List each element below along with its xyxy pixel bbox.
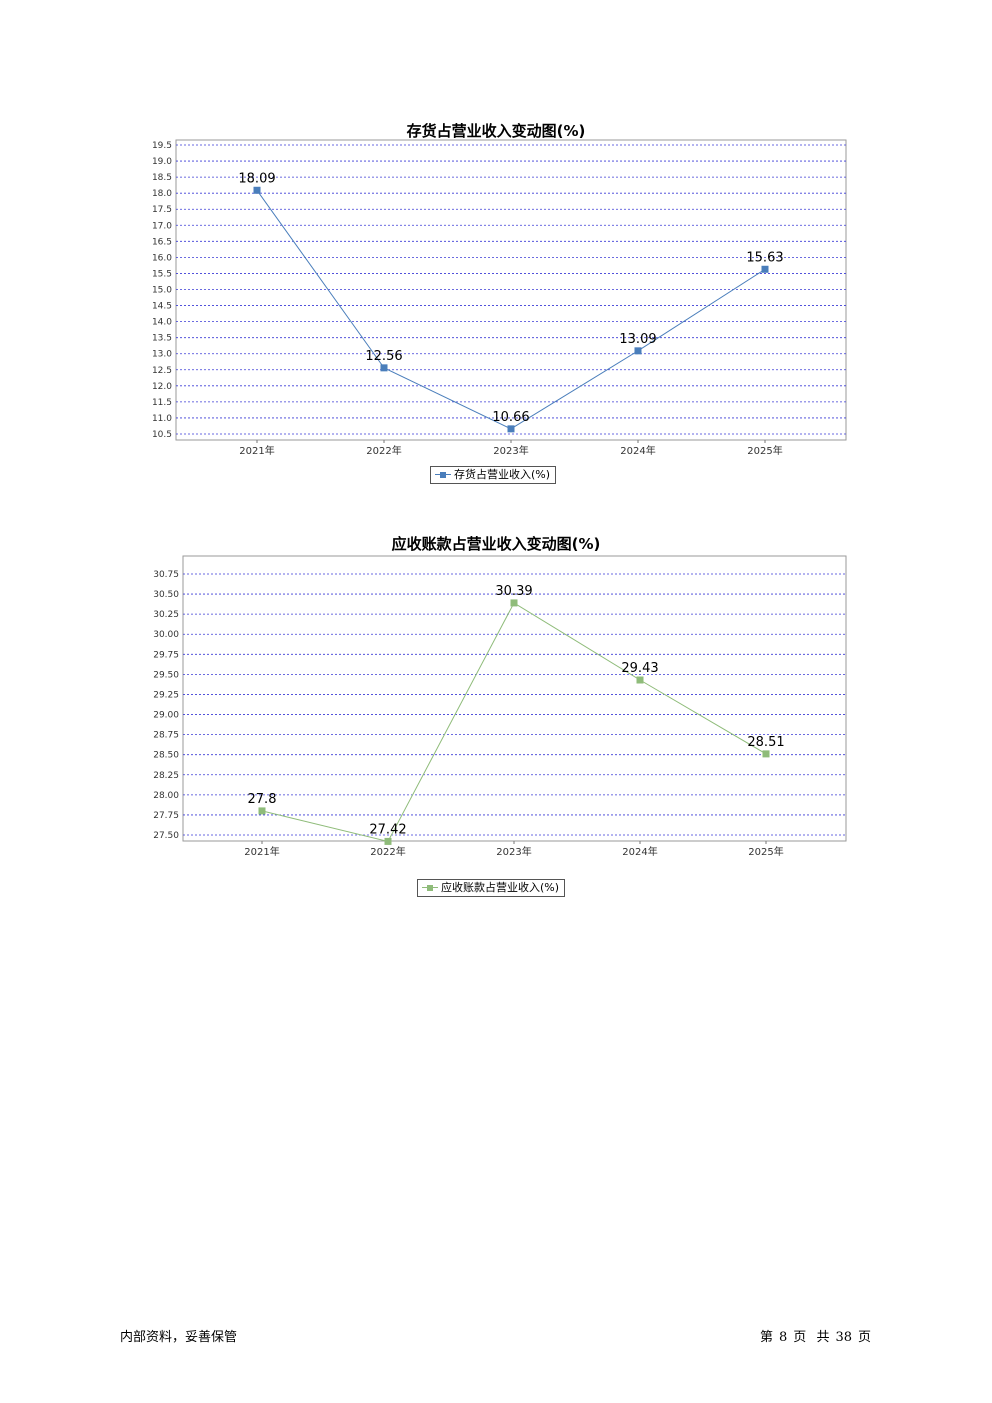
total-prefix: 共: [816, 1330, 830, 1345]
chart-1-data-label: 12.56: [365, 349, 402, 364]
chart-1-y-tick-label: 19.0: [152, 157, 172, 167]
chart-1-legend: 存货占营业收入(%): [430, 466, 557, 484]
chart-1-y-tick-label: 10.5: [152, 430, 172, 440]
legend-1-label: 存货占营业收入(%): [454, 468, 551, 481]
chart-2-y-tick-label: 28.00: [153, 791, 179, 801]
chart-1-title: 存货占营业收入变动图(%): [406, 122, 586, 140]
chart-1-y-tick-label: 13.5: [152, 334, 172, 344]
page-unit: 页: [793, 1330, 807, 1345]
chart-2-x-tick-label: 2023年: [496, 845, 531, 858]
chart-1-y-tick-label: 11.0: [152, 414, 172, 424]
chart-1-x-tick-label: 2022年: [366, 444, 401, 457]
chart-1-data-point: [761, 265, 769, 273]
chart-1-data-point: [253, 186, 261, 194]
chart-1-y-tick-label: 16.0: [152, 253, 172, 263]
chart-2-data-label: 28.51: [747, 735, 784, 750]
total-unit: 页: [858, 1330, 872, 1345]
page-number: 8: [779, 1330, 788, 1345]
chart-1-x-tick-label: 2023年: [493, 444, 528, 457]
chart-1-y-tick-label: 16.5: [152, 237, 172, 247]
chart-1-data-point: [507, 425, 515, 433]
chart-1-y-tick-label: 12.5: [152, 366, 172, 376]
chart-1-y-tick-label: 18.5: [152, 173, 172, 183]
chart-2-y-tick-label: 29.50: [153, 670, 179, 680]
chart-1-y-tick-label: 11.5: [152, 398, 172, 408]
chart-2-data-point: [384, 837, 392, 845]
chart-2-y-tick-label: 29.00: [153, 711, 179, 721]
chart-1-data-label: 13.09: [619, 332, 656, 347]
chart-1-y-tick-label: 18.0: [152, 189, 172, 199]
chart-2-legend: 应收账款占营业收入(%): [417, 879, 566, 897]
chart-2-data-point: [510, 599, 518, 607]
chart-1-data-label: 15.63: [746, 250, 783, 265]
chart-2-y-tick-label: 30.75: [153, 570, 179, 580]
legend-1-marker-icon: [435, 470, 451, 480]
chart-2-y-tick-label: 27.75: [153, 811, 179, 821]
chart-2-y-tick-label: 27.50: [153, 831, 179, 841]
chart-1-y-tick-label: 14.5: [152, 302, 172, 312]
chart-2-data-point: [636, 676, 644, 684]
chart-2-y-tick-label: 30.50: [153, 590, 179, 600]
chart-1-x-tick-label: 2024年: [620, 444, 655, 457]
chart-1-data-point: [380, 364, 388, 372]
chart-1-data-label: 18.09: [238, 171, 275, 186]
chart-2-data-point: [762, 750, 770, 758]
page-prefix: 第: [760, 1330, 774, 1345]
chart-2-x-tick-label: 2025年: [748, 845, 783, 858]
chart-2-data-label: 29.43: [621, 661, 658, 676]
chart-2-y-tick-label: 30.00: [153, 630, 179, 640]
chart-2-y-tick-label: 29.25: [153, 690, 179, 700]
chart-1-y-tick-label: 14.0: [152, 318, 172, 328]
chart-2-x-tick-label: 2021年: [244, 845, 279, 858]
chart-2-x-tick-label: 2022年: [370, 845, 405, 858]
chart-2-data-label: 30.39: [495, 584, 532, 599]
chart-1-y-tick-label: 12.0: [152, 382, 172, 392]
chart-1-y-tick-label: 15.5: [152, 269, 172, 279]
chart-2-data-label: 27.42: [369, 822, 406, 837]
legend-2-label: 应收账款占营业收入(%): [441, 881, 560, 894]
chart-1-data-point: [634, 347, 642, 355]
chart-1-plot-area: [175, 139, 847, 441]
total-pages: 38: [835, 1330, 853, 1345]
chart-1-x-tick-label: 2021年: [239, 444, 274, 457]
chart-2-y-tick-label: 30.25: [153, 610, 179, 620]
chart-2-y-tick-label: 28.75: [153, 731, 179, 741]
chart-1-y-tick-label: 15.0: [152, 286, 172, 296]
chart-1-y-tick-label: 17.5: [152, 205, 172, 215]
chart-2-y-tick-label: 29.75: [153, 650, 179, 660]
chart-2-y-tick-label: 28.25: [153, 771, 179, 781]
chart-1-y-tick-label: 19.5: [152, 141, 172, 151]
chart-2-y-tick-label: 28.50: [153, 751, 179, 761]
chart-1-data-label: 10.66: [492, 410, 529, 425]
chart-1-inventory-ratio: 10.5 11.0 11.5 12.0 12.5 13.0 13.5 14.0 14.5 15.0…: [152, 139, 847, 457]
chart-2-receivables-ratio: 27.50 27.75 28.00 28.25 28.50 28.75 29.00 29.25…: [153, 555, 847, 858]
chart-2-title: 应收账款占营业收入变动图(%): [391, 535, 601, 553]
legend-2-marker-icon: [422, 883, 438, 893]
chart-2-data-label: 27.8: [248, 792, 277, 807]
footer-confidential-note: 内部资料，妥善保管: [120, 1330, 238, 1345]
chart-2-x-tick-label: 2024年: [622, 845, 657, 858]
chart-2-data-point: [258, 807, 266, 815]
chart-1-y-tick-label: 17.0: [152, 221, 172, 231]
chart-1-y-tick-label: 13.0: [152, 350, 172, 360]
chart-1-x-tick-label: 2025年: [747, 444, 782, 457]
